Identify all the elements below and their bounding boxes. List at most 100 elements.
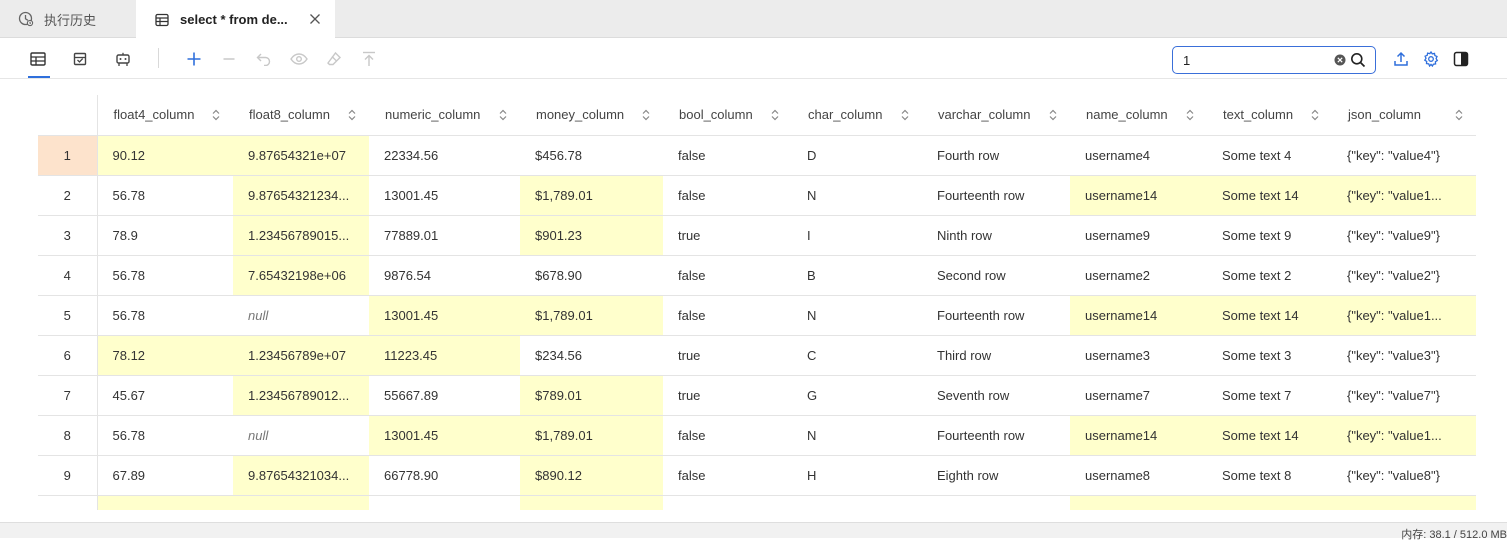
table-cell[interactable]: G — [792, 375, 922, 416]
table-cell[interactable]: 9876.54 — [369, 255, 520, 296]
grid-view-button[interactable] — [27, 48, 49, 70]
table-cell[interactable]: null — [233, 415, 369, 456]
table-cell[interactable]: username14 — [1070, 415, 1207, 456]
table-cell[interactable]: 66778.90 — [369, 455, 520, 496]
table-cell[interactable]: Twelfth row — [922, 495, 1070, 510]
table-cell[interactable]: username12 — [1070, 495, 1207, 510]
table-row[interactable]: 1012.349.87654321012...44556.66$1,345.67… — [38, 495, 1476, 510]
row-number[interactable]: 1 — [38, 135, 98, 176]
table-cell[interactable]: Fourteenth row — [922, 415, 1070, 456]
table-cell[interactable]: $1,345.67 — [520, 495, 663, 510]
table-cell[interactable]: H — [792, 455, 922, 496]
table-cell[interactable]: 13001.45 — [369, 415, 520, 456]
sort-icon[interactable] — [1048, 108, 1058, 122]
table-row[interactable]: 9 67.89 9.87654321034... 66778.90 $890.12 fal… — [38, 455, 1476, 496]
table-cell[interactable]: {"key": "value9"} — [1332, 215, 1476, 256]
form-view-button[interactable] — [69, 48, 91, 70]
table-cell[interactable]: username2 — [1070, 255, 1207, 296]
table-cell[interactable]: Fourth row — [922, 135, 1070, 176]
table-cell[interactable]: Some text 9 — [1207, 215, 1332, 256]
table-cell[interactable]: false — [663, 455, 792, 496]
delete-row-button[interactable] — [218, 48, 240, 70]
table-cell[interactable]: 12.34 — [97, 495, 233, 510]
table-cell[interactable]: $901.23 — [520, 215, 663, 256]
search-box[interactable] — [1172, 46, 1376, 74]
table-cell[interactable]: I — [792, 215, 922, 256]
table-cell[interactable]: $678.90 — [520, 255, 663, 296]
table-cell[interactable]: 22334.56 — [369, 135, 520, 176]
sort-icon[interactable] — [1454, 108, 1464, 122]
row-number[interactable]: 3 — [38, 215, 98, 256]
table-cell[interactable]: 9.87654321e+07 — [233, 135, 369, 176]
table-cell[interactable]: Some text 14 — [1207, 415, 1332, 456]
table-cell[interactable]: false — [663, 255, 792, 296]
table-cell[interactable]: Ninth row — [922, 215, 1070, 256]
search-input[interactable] — [1183, 51, 1333, 69]
table-cell[interactable]: {"key": "value8"} — [1332, 455, 1476, 496]
column-header[interactable]: json_column — [1332, 95, 1476, 136]
row-number[interactable]: 7 — [38, 375, 98, 416]
column-header[interactable]: money_column — [520, 95, 663, 136]
tab-query[interactable]: select * from de... — [136, 0, 335, 39]
table-cell[interactable]: $1,789.01 — [520, 175, 663, 216]
table-row[interactable]: 3 78.9 1.23456789015... 77889.01 $901.23 true… — [38, 215, 1476, 256]
table-cell[interactable]: Some text 12 — [1207, 495, 1332, 510]
table-cell[interactable]: {"key": "value1... — [1332, 175, 1476, 216]
table-cell[interactable]: Some text 8 — [1207, 455, 1332, 496]
row-number[interactable]: 10 — [38, 495, 98, 510]
table-cell[interactable]: N — [792, 295, 922, 336]
table-cell[interactable]: $1,789.01 — [520, 415, 663, 456]
table-row[interactable]: 1 90.12 9.87654321e+07 22334.56 $456.78 false… — [38, 135, 1476, 176]
table-cell[interactable]: false — [663, 175, 792, 216]
table-cell[interactable]: Fourteenth row — [922, 295, 1070, 336]
column-header[interactable]: numeric_column — [369, 95, 520, 136]
column-header[interactable]: name_column — [1070, 95, 1207, 136]
clear-search-icon[interactable] — [1334, 54, 1346, 66]
table-row[interactable]: 8 56.78 null 13001.45 $1,789.01 false N Fourtee… — [38, 415, 1476, 456]
submit-button[interactable] — [358, 48, 380, 70]
table-cell[interactable]: 7.65432198e+06 — [233, 255, 369, 296]
table-cell[interactable]: {"key": "value7"} — [1332, 375, 1476, 416]
table-cell[interactable]: 13001.45 — [369, 175, 520, 216]
table-cell[interactable]: 45.67 — [97, 375, 233, 416]
table-cell[interactable]: Seventh row — [922, 375, 1070, 416]
sort-icon[interactable] — [770, 108, 780, 122]
row-number[interactable]: 4 — [38, 255, 98, 296]
table-cell[interactable]: $456.78 — [520, 135, 663, 176]
row-number[interactable]: 2 — [38, 175, 98, 216]
table-cell[interactable]: username3 — [1070, 335, 1207, 376]
robot-view-button[interactable] — [112, 48, 134, 70]
export-button[interactable] — [1390, 48, 1412, 70]
table-cell[interactable]: Second row — [922, 255, 1070, 296]
sort-icon[interactable] — [1310, 108, 1320, 122]
table-cell[interactable]: 1.23456789e+07 — [233, 335, 369, 376]
table-cell[interactable]: Third row — [922, 335, 1070, 376]
sort-icon[interactable] — [1185, 108, 1195, 122]
table-cell[interactable]: 13001.45 — [369, 295, 520, 336]
table-cell[interactable]: Some text 4 — [1207, 135, 1332, 176]
table-cell[interactable]: null — [233, 295, 369, 336]
table-cell[interactable]: true — [663, 375, 792, 416]
preview-button[interactable] — [288, 48, 310, 70]
row-number[interactable]: 9 — [38, 455, 98, 496]
table-cell[interactable]: 1.23456789015... — [233, 215, 369, 256]
table-cell[interactable]: 9.87654321034... — [233, 455, 369, 496]
row-number[interactable]: 5 — [38, 295, 98, 336]
column-header[interactable]: float4_column — [97, 95, 233, 136]
table-cell[interactable]: true — [663, 335, 792, 376]
table-row[interactable]: 7 45.67 1.23456789012... 55667.89 $789.01 tru… — [38, 375, 1476, 416]
table-row[interactable]: 4 56.78 7.65432198e+06 9876.54 $678.90 false B… — [38, 255, 1476, 296]
table-cell[interactable]: {"key": "value3"} — [1332, 335, 1476, 376]
table-cell[interactable]: {"key": "value1... — [1332, 415, 1476, 456]
table-cell[interactable]: 67.89 — [97, 455, 233, 496]
add-row-button[interactable] — [183, 48, 205, 70]
table-cell[interactable]: $890.12 — [520, 455, 663, 496]
table-cell[interactable]: {"key": "value1... — [1332, 495, 1476, 510]
table-cell[interactable]: false — [663, 135, 792, 176]
table-cell[interactable]: 11223.45 — [369, 335, 520, 376]
row-number[interactable]: 8 — [38, 415, 98, 456]
sort-icon[interactable] — [498, 108, 508, 122]
table-cell[interactable]: false — [663, 415, 792, 456]
table-cell[interactable]: username8 — [1070, 455, 1207, 496]
table-cell[interactable]: 56.78 — [97, 255, 233, 296]
